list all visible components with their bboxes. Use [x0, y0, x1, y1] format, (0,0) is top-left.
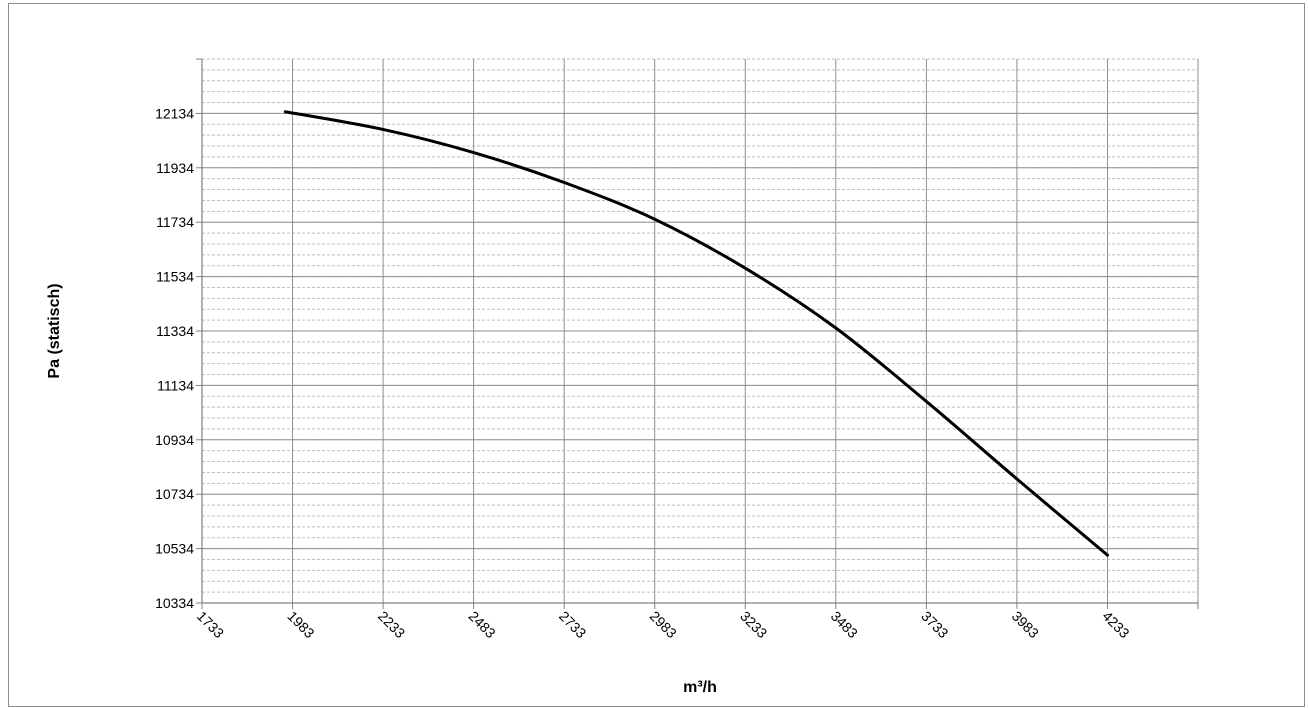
x-tick-label: 3983 [1009, 608, 1042, 641]
y-tick-label: 11334 [156, 323, 194, 339]
y-tick-label: 11734 [156, 214, 194, 230]
x-tick-label: 1733 [194, 608, 227, 641]
x-tick-label: 3483 [828, 608, 861, 641]
axes [196, 58, 1199, 609]
y-tick-labels: 10334 10534 10734 10934 11134 11334 11534 11734… [155, 105, 194, 611]
x-tick-label: 2983 [647, 608, 680, 641]
x-tick-label: 3233 [737, 608, 770, 641]
y-tick-label: 10934 [155, 432, 194, 448]
x-axis-title: m³/h [683, 679, 717, 696]
major-gridlines [201, 59, 1199, 604]
series-line [283, 110, 1109, 557]
chart-svg: 1733 1983 2233 2483 2733 2983 3233 3483 3733 3983… [46, 58, 1199, 696]
y-axis-title: Pa (statisch) [46, 283, 63, 378]
x-tick-label: 3733 [918, 608, 951, 641]
y-tick-label: 12134 [155, 105, 194, 121]
x-tick-label: 2733 [556, 608, 589, 641]
series-layer [283, 110, 1109, 557]
x-tick-label: 2483 [466, 608, 499, 641]
y-tick-label: 10534 [155, 541, 194, 557]
y-tick-label: 11534 [156, 269, 194, 285]
x-tick-label: 4233 [1099, 608, 1132, 641]
y-tick-label: 10734 [155, 486, 194, 502]
y-tick-label: 10334 [155, 595, 194, 611]
x-tick-labels: 1733 1983 2233 2483 2733 2983 3233 3483 3733 3983… [194, 608, 1133, 641]
y-tick-label: 11134 [157, 377, 194, 393]
chart-frame: 1733 1983 2233 2483 2733 2983 3233 3483 3733 3983… [8, 3, 1305, 707]
y-tick-label: 11934 [156, 160, 194, 176]
x-tick-label: 2233 [375, 608, 408, 641]
x-tick-label: 1983 [284, 608, 317, 641]
